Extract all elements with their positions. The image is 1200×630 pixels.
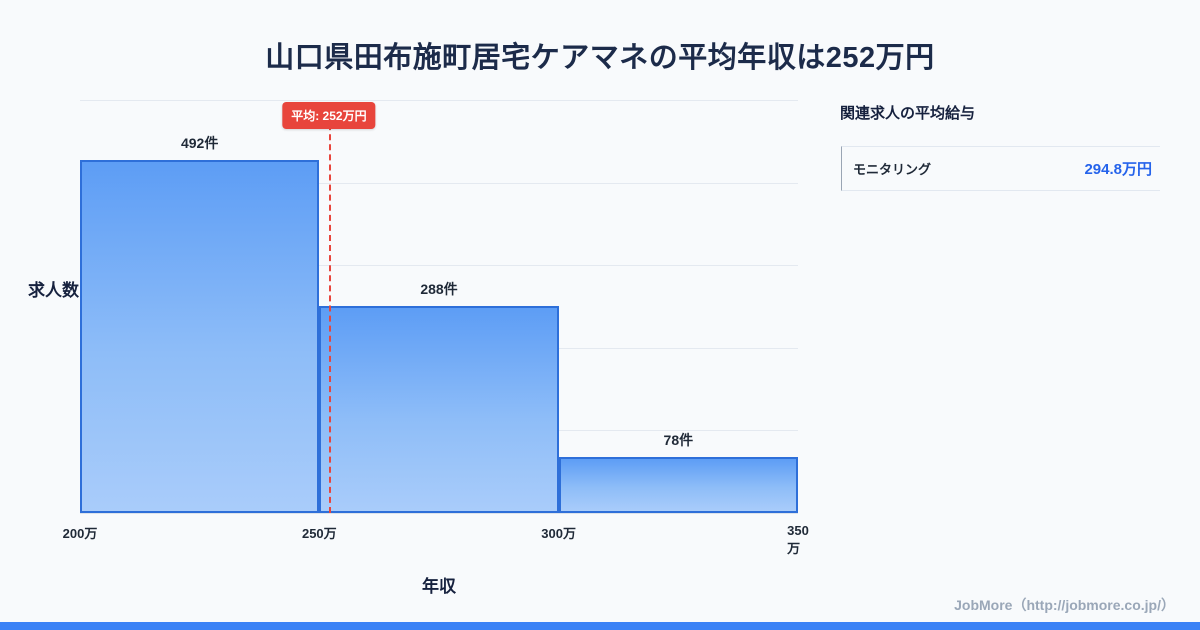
plot-area: 492件 288件 78件 平均: 252万円 200万 250万 300万 350万 <box>63 100 809 556</box>
y-axis-label: 求人数 <box>28 281 79 300</box>
related-job-salary: 294.8万円 <box>1084 161 1152 178</box>
average-badge: 平均: 252万円 <box>282 102 376 129</box>
x-axis-title: 年収 <box>422 577 456 596</box>
related-salary-row: モニタリング 294.8万円 <box>841 146 1160 191</box>
gridline <box>80 265 798 267</box>
gridline <box>80 182 798 184</box>
x-tick-label: 300万 <box>541 526 577 541</box>
histogram-bar <box>558 456 798 513</box>
bar-value-label: 492件 <box>180 134 219 151</box>
bar-value-label: 288件 <box>420 281 458 298</box>
x-tick-label: 250万 <box>301 526 337 541</box>
gridline <box>80 100 798 101</box>
x-tick-label: 200万 <box>62 526 98 541</box>
gridline <box>80 513 798 514</box>
x-tick-label: 350万 <box>787 523 809 556</box>
source-credit: JobMore（http://jobmore.co.jp/） <box>954 597 1175 613</box>
accent-bottom-bar <box>0 622 1200 630</box>
related-job-label: モニタリング <box>853 162 932 177</box>
related-salary-heading: 関連求人の平均給与 <box>840 105 976 122</box>
bar-value-label: 78件 <box>663 431 694 448</box>
average-line <box>328 104 331 513</box>
histogram-bar <box>80 159 320 513</box>
histogram-bar <box>319 306 559 513</box>
page-title: 山口県田布施町居宅ケアマネの平均年収は252万円 <box>265 42 935 74</box>
